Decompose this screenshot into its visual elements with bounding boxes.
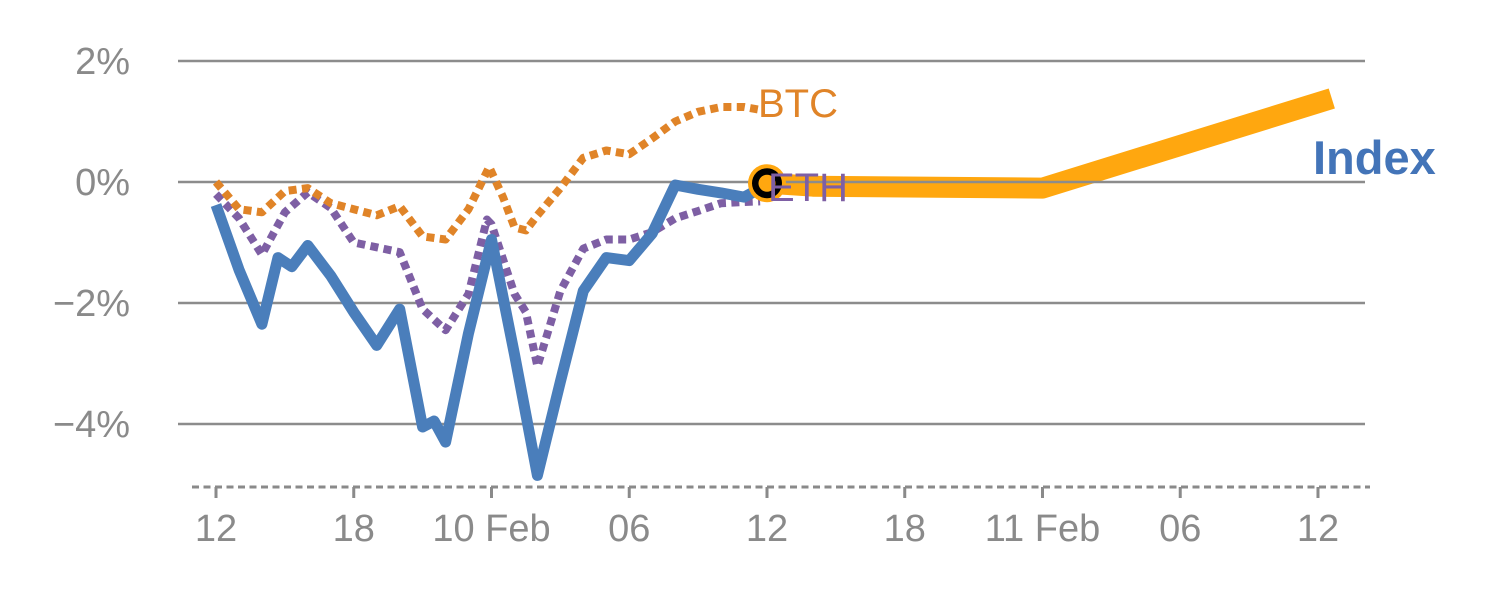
x-tick-label: 06 [608, 508, 650, 550]
x-tick-label: 12 [195, 508, 237, 550]
btc-line [212, 103, 759, 244]
x-tick-label: 10 Feb [432, 508, 550, 550]
x-tick-label: 12 [746, 508, 788, 550]
index-forecast-band [766, 88, 1335, 199]
x-tick-label: 06 [1159, 508, 1201, 550]
eth-line [213, 188, 761, 371]
marker-center [758, 174, 776, 192]
x-tick-label: 18 [333, 508, 375, 550]
x-tick-label: 12 [1297, 508, 1339, 550]
y-tick-label: −2% [53, 283, 130, 325]
x-tick-label: 11 Feb [985, 508, 1100, 550]
index-line [210, 179, 770, 481]
x-tick-label: 18 [884, 508, 926, 550]
y-tick-label: 2% [75, 41, 130, 83]
y-tick-label: 0% [75, 162, 130, 204]
y-tick-label: −4% [53, 404, 130, 446]
